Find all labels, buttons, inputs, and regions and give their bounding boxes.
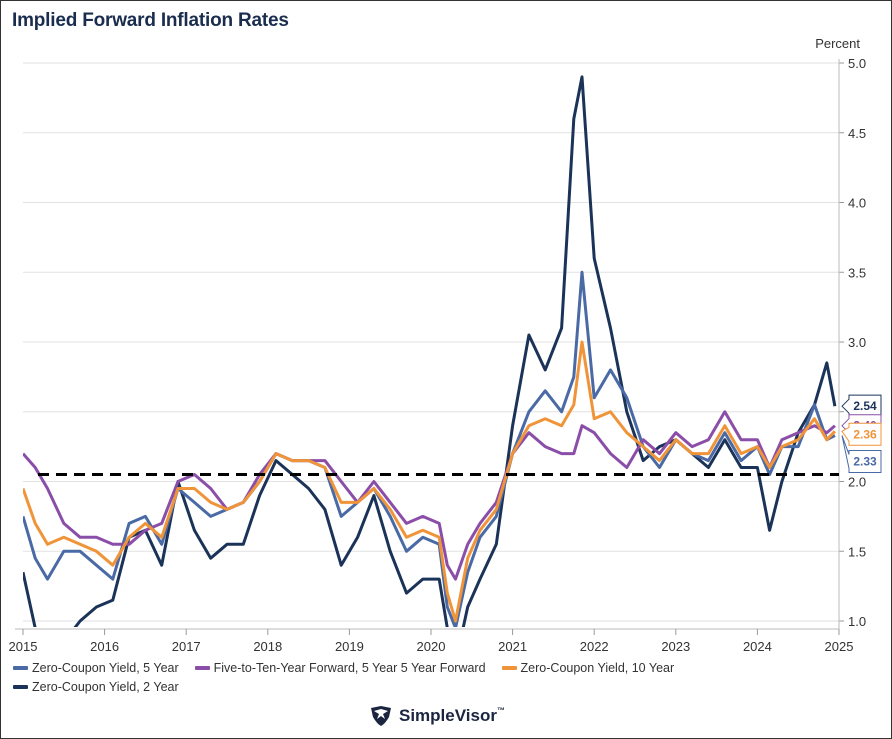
y-tick-label: 1.5 [848,544,866,559]
legend-label: Zero-Coupon Yield, 5 Year [32,661,179,675]
brand-name: SimpleVisor [399,706,497,725]
x-tick-label: 2023 [661,639,690,654]
brand-trademark: ™ [496,705,505,715]
legend-item[interactable]: Zero-Coupon Yield, 5 Year [13,661,179,675]
legend-swatch [501,666,517,670]
end-value-callout [841,422,882,446]
series-line [23,410,836,581]
end-value-callout [841,394,882,418]
series-line [23,270,836,627]
end-value-label: 2.36 [853,427,877,441]
line-chart: 1.01.52.02.53.03.54.04.55.0Percent201520… [9,36,882,654]
x-tick-label: 2018 [253,639,282,654]
x-tick-label: 2024 [743,639,772,654]
legend-label: Five-to-Ten-Year Forward, 5 Year 5 Year … [213,661,486,675]
series-line [23,75,837,627]
legend-item[interactable]: Zero-Coupon Yield, 10 Year [501,661,675,675]
legend-swatch [13,685,28,689]
x-tick-label: 2022 [580,639,609,654]
legend-swatch [194,666,210,670]
legend: Zero-Coupon Yield, 5 Year Five-to-Ten-Yea… [13,661,873,699]
chart-title: Implied Forward Inflation Rates [12,10,289,31]
x-tick-label: 2019 [335,639,364,654]
legend-row: Zero-Coupon Yield, 2 Year [13,680,873,694]
end-value-label: 2.54 [853,399,877,413]
legend-row: Zero-Coupon Yield, 5 Year Five-to-Ten-Yea… [13,661,873,675]
legend-label: Zero-Coupon Yield, 2 Year [32,680,179,694]
legend-label: Zero-Coupon Yield, 10 Year [520,661,675,675]
series-line [23,340,836,623]
y-tick-label: 4.0 [848,196,866,211]
y-tick-label: 2.0 [848,475,866,490]
x-tick-label: 2015 [9,639,38,654]
y-tick-label: 1.0 [848,614,866,629]
x-tick-label: 2016 [90,639,119,654]
y-tick-label: 5.0 [848,56,866,71]
legend-item[interactable]: Zero-Coupon Yield, 2 Year [13,680,179,694]
x-tick-label: 2025 [825,639,854,654]
legend-swatch [13,666,28,670]
x-tick-label: 2017 [172,639,201,654]
y-tick-label: 3.0 [848,335,866,350]
y-tick-label: 4.5 [848,126,866,141]
y-axis-label: Percent [815,36,860,51]
legend-item[interactable]: Five-to-Ten-Year Forward, 5 Year 5 Year … [194,661,486,675]
end-value-label: 2.33 [853,454,877,468]
x-tick-label: 2020 [417,639,446,654]
eagle-shield-icon [371,706,391,726]
end-value-callout [841,435,882,473]
brand-logo: SimpleVisor ™ [369,705,505,727]
x-tick-label: 2021 [498,639,527,654]
y-tick-label: 3.5 [848,265,866,280]
